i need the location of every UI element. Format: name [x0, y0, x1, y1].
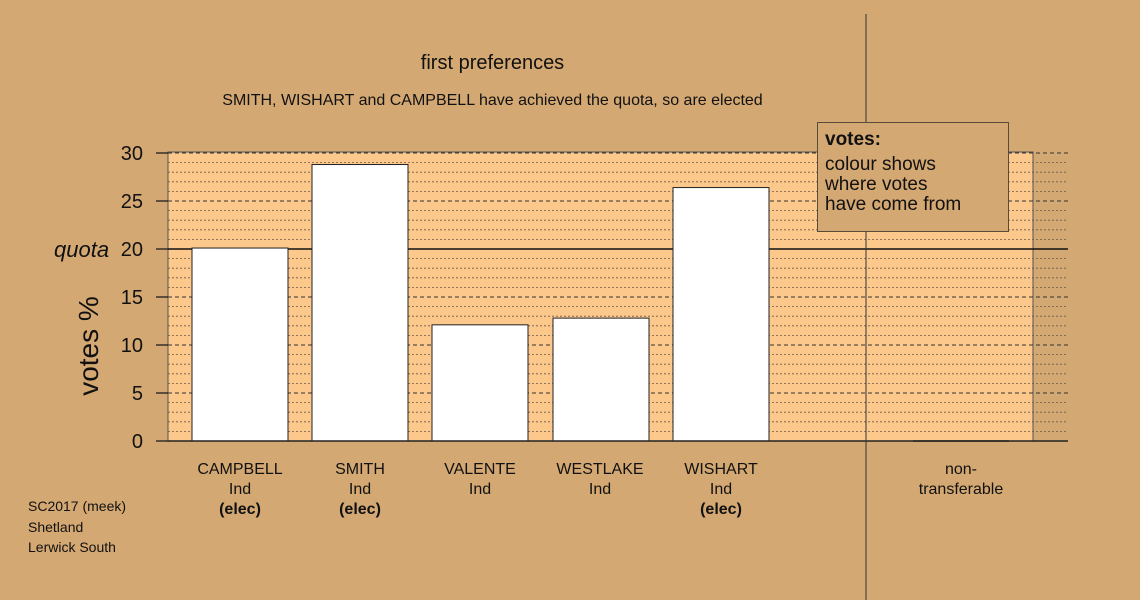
- legend-box: votes: colour shows where votes have com…: [817, 122, 1009, 232]
- y-tick-label: 25: [121, 191, 143, 213]
- candidate-label-wishart: WISHART Ind (elec): [651, 460, 791, 520]
- candidate-label-smith: SMITH Ind (elec): [290, 460, 430, 520]
- y-tick-label: 30: [121, 143, 143, 165]
- y-tick-label: 20: [121, 239, 143, 261]
- candidate-party: Ind: [588, 481, 612, 498]
- candidate-name: CAMPBELL: [197, 461, 283, 478]
- candidate-status: (elec): [339, 501, 381, 518]
- chart-title: first preferences: [420, 52, 565, 74]
- nontransferable-label: non- transferable: [891, 460, 1031, 500]
- candidate-name: WISHART: [684, 461, 758, 478]
- candidate-party: Ind: [468, 481, 492, 498]
- bar-valente: [431, 324, 529, 442]
- footer-line: Shetland: [28, 518, 84, 535]
- candidate-name: WESTLAKE: [556, 461, 644, 478]
- candidate-label-campbell: CAMPBELL Ind (elec): [170, 460, 310, 520]
- bar-wishart: [672, 187, 770, 442]
- bar-smith: [311, 164, 409, 442]
- nontransferable-line2: transferable: [918, 481, 1004, 498]
- candidate-party: Ind: [709, 481, 733, 498]
- bar-westlake: [552, 317, 650, 442]
- candidate-name: VALENTE: [444, 461, 516, 478]
- nontransferable-line1: non-: [944, 461, 978, 478]
- source-footer: SC2017 (meek) Shetland Lerwick South: [28, 496, 126, 558]
- footer-line: Lerwick South: [28, 539, 116, 555]
- candidate-label-westlake: WESTLAKE Ind: [530, 460, 670, 500]
- candidate-name: SMITH: [335, 461, 385, 478]
- candidate-status: (elec): [700, 501, 742, 518]
- y-ticks: 0 5 10 15 20 25 30: [121, 143, 168, 453]
- candidate-party: Ind: [228, 481, 252, 498]
- legend-body: colour shows where votes have come from: [825, 155, 1001, 215]
- bar-campbell: [191, 247, 289, 442]
- y-axis-label: votes %: [73, 296, 104, 396]
- chart-subtitle: SMITH, WISHART and CAMPBELL have achieve…: [222, 92, 763, 109]
- candidate-label-valente: VALENTE Ind: [410, 460, 550, 500]
- y-tick-label: 5: [132, 383, 143, 405]
- candidate-party: Ind: [348, 481, 372, 498]
- legend-line: where votes: [825, 174, 928, 195]
- y-tick-label: 10: [121, 335, 143, 357]
- bars: [191, 164, 1009, 442]
- legend-line: colour shows: [825, 154, 936, 175]
- y-tick-label: 0: [132, 431, 143, 453]
- candidate-status: (elec): [219, 501, 261, 518]
- footer-line: SC2017 (meek): [28, 498, 127, 514]
- quota-label: quota: [54, 237, 110, 262]
- legend-line: have come from: [825, 194, 962, 215]
- legend-title: votes:: [825, 129, 881, 150]
- y-tick-label: 15: [121, 287, 143, 309]
